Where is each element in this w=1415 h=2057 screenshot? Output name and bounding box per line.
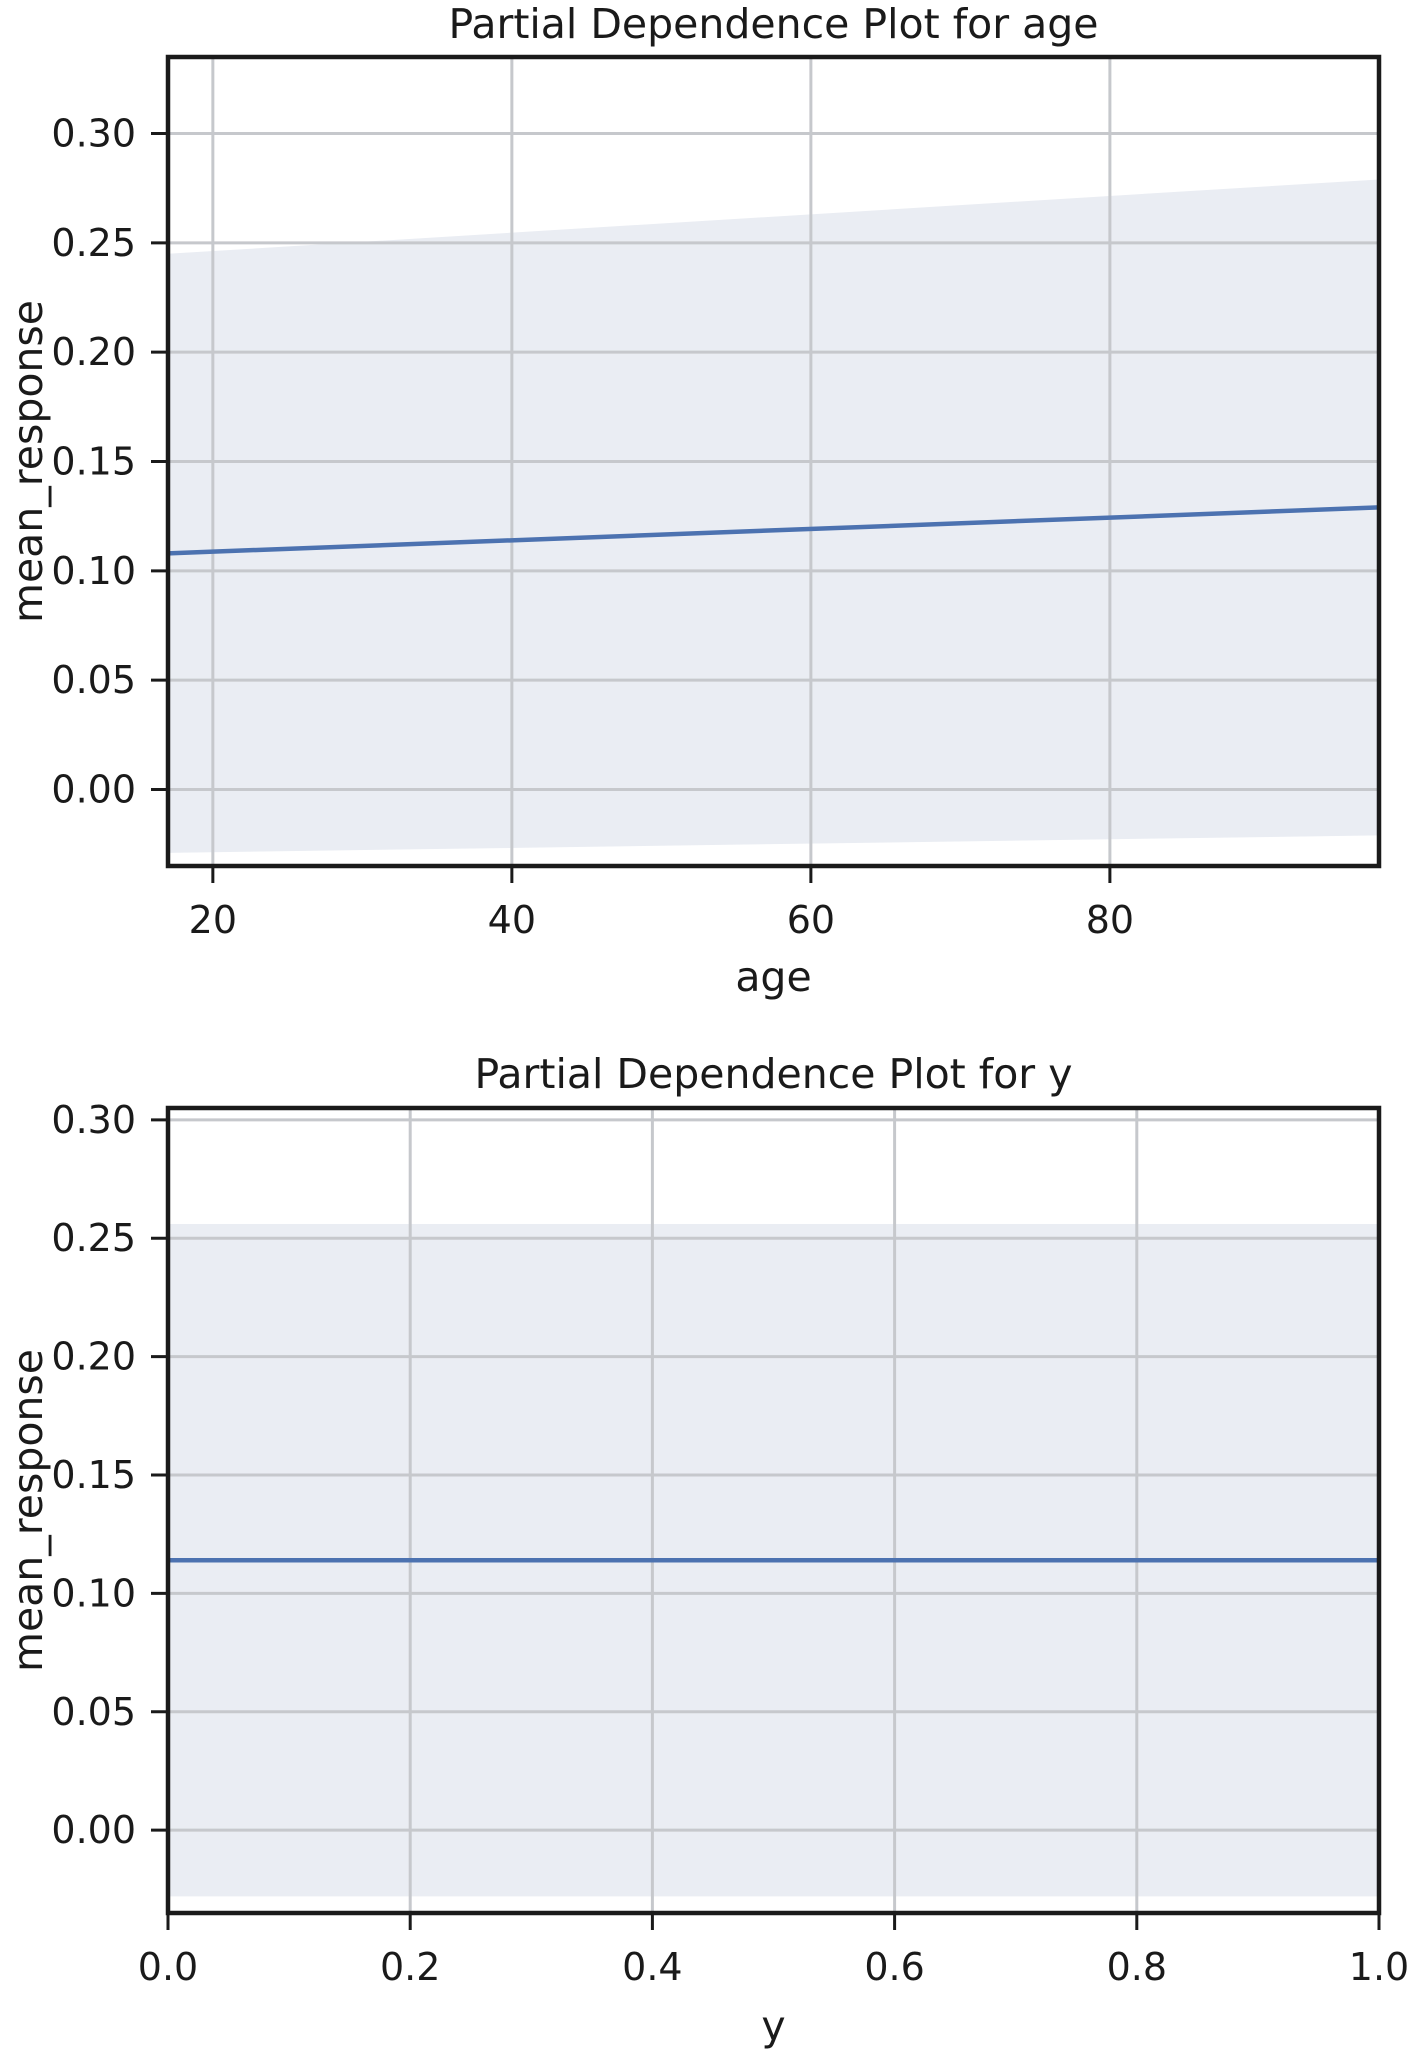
chart-2: 0.00 0.05 0.10 0.15 0.20 0.25 0.30 0.0 0.2 0.4 0.6…	[4, 1050, 1409, 2050]
chart-1-y-tick-label: 0.05	[51, 658, 136, 702]
chart-2-y-axis-label: mean_response	[4, 1349, 52, 1672]
chart-1-confidence-band	[168, 179, 1379, 853]
chart-1-y-tick-label: 0.20	[51, 330, 136, 374]
chart-1-title: Partial Dependence Plot for age	[448, 0, 1098, 48]
chart-1-x-axis-label: age	[735, 953, 811, 1001]
chart-2-y-tick-label: 0.30	[51, 1098, 136, 1142]
chart-2-y-tick-label: 0.05	[51, 1690, 136, 1734]
chart-2-y-tick-label: 0.15	[51, 1453, 136, 1497]
chart-2-y-tick-label: 0.10	[51, 1571, 136, 1615]
chart-1-plot-area	[168, 57, 1379, 866]
chart-2-x-tick-label: 0.8	[1107, 1945, 1167, 1989]
chart-2-x-tick-label: 0.4	[622, 1945, 682, 1989]
chart-1: 0.00 0.05 0.10 0.15 0.20 0.25 0.30 20 40 60 80 Part…	[4, 0, 1382, 1001]
chart-2-y-tick-label: 0.00	[51, 1808, 136, 1852]
chart-2-x-tick-label: 0.6	[864, 1945, 924, 1989]
chart-2-x-axis-label: y	[761, 2002, 785, 2050]
chart-2-x-tick-label: 0.2	[380, 1945, 440, 1989]
chart-1-y-axis-label: mean_response	[4, 300, 52, 623]
chart-1-x-tick-label: 60	[787, 898, 835, 942]
chart-1-x-tick-label: 20	[189, 898, 237, 942]
chart-1-y-tick-label: 0.30	[51, 112, 136, 156]
chart-2-y-tick-label: 0.25	[51, 1216, 136, 1260]
chart-2-y-tick-label: 0.20	[51, 1335, 136, 1379]
chart-1-x-tick-label: 80	[1086, 898, 1134, 942]
chart-1-x-tick-label: 40	[488, 898, 536, 942]
chart-2-plot-area	[168, 1108, 1379, 1913]
chart-2-x-tick-label: 1.0	[1349, 1945, 1409, 1989]
chart-2-x-tick-label: 0.0	[138, 1945, 198, 1989]
chart-1-y-tick-label: 0.15	[51, 440, 136, 484]
chart-2-plot-frame	[165, 1105, 1382, 1916]
chart-2-title: Partial Dependence Plot for y	[475, 1050, 1073, 1098]
chart-1-y-tick-label: 0.25	[51, 221, 136, 265]
chart-1-y-tick-label: 0.10	[51, 549, 136, 593]
chart-1-series-line	[168, 505, 1379, 556]
chart-1-y-tick-label: 0.00	[51, 767, 136, 811]
